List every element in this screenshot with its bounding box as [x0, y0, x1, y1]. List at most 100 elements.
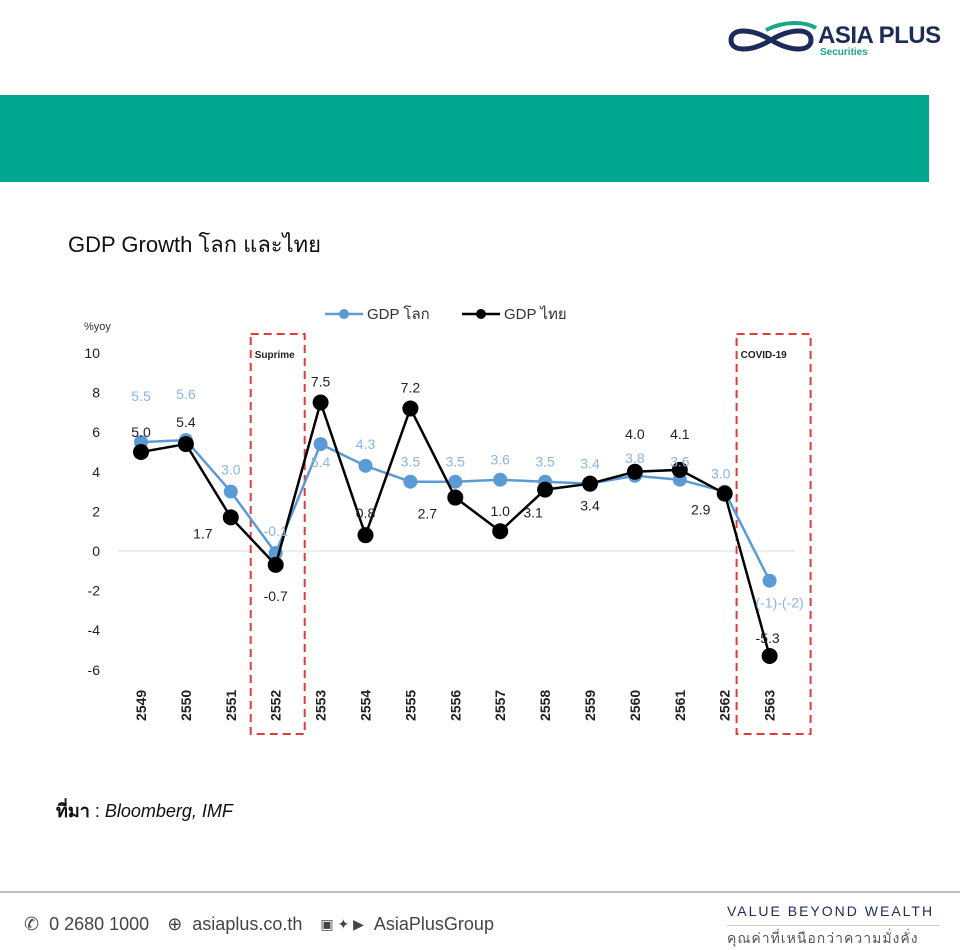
website-link[interactable]: asiaplus.co.th [192, 914, 303, 934]
data-point [133, 444, 149, 460]
data-point [716, 485, 733, 502]
legend-label: GDP ไทย [504, 305, 567, 323]
data-point [223, 484, 238, 499]
data-point [448, 474, 463, 489]
header-band [0, 95, 929, 182]
data-point [626, 463, 643, 480]
legend-marker [476, 309, 486, 319]
legend-marker [339, 309, 349, 319]
x-tick-label: 2560 [627, 690, 643, 721]
highlight-label: Suprime [255, 350, 295, 361]
data-label: 3.4 [580, 498, 600, 514]
data-point [403, 474, 418, 489]
data-label: -0.1 [264, 523, 288, 539]
tagline: VALUE BEYOND WEALTH [727, 903, 935, 919]
gdp-chart: %yoy -6 -4 -2 0 2 4 6 8 10 2549 2550 2551 2552 2553 255… [84, 305, 812, 735]
x-tick-label: 2563 [762, 690, 778, 721]
phone-icon: ✆ [24, 914, 40, 934]
data-point [493, 472, 508, 487]
x-tick-label: 2562 [717, 690, 733, 721]
data-label: (-1)-(-2) [755, 595, 803, 611]
x-tick-label: 2552 [268, 690, 284, 721]
x-tick-label: 2557 [492, 690, 508, 721]
y-tick-label: 4 [92, 464, 100, 480]
y-tick-label: -2 [88, 583, 101, 599]
data-point [761, 647, 778, 664]
data-label: 2.7 [418, 506, 438, 522]
tagline-thai: คุณค่าที่เหนือกว่าความมั่งคั่ง [727, 930, 919, 946]
y-axis-label: %yoy [84, 321, 111, 333]
data-point [313, 437, 328, 452]
source-text: Bloomberg, IMF [104, 801, 233, 821]
data-label: 2.9 [691, 502, 711, 518]
y-tick-label: 0 [92, 543, 100, 559]
data-point [762, 573, 777, 588]
footer-divider [0, 891, 960, 893]
data-label: 3.5 [446, 454, 466, 470]
data-point [492, 523, 509, 540]
data-label: 4.1 [670, 426, 690, 442]
page-title: GDP Growth โลก และไทย [68, 232, 322, 257]
data-point [447, 489, 464, 506]
y-tick-label: 10 [84, 345, 100, 361]
tagline-divider [727, 925, 940, 926]
data-point [358, 458, 373, 473]
highlight-box [249, 333, 306, 735]
x-tick-label: 2558 [537, 690, 553, 721]
data-point [222, 509, 239, 526]
x-tick-label: 2550 [178, 690, 194, 721]
data-label: 3.5 [535, 454, 555, 470]
data-label: 4.0 [625, 426, 645, 442]
x-tick-label: 2556 [447, 690, 463, 721]
source-note: ที่มา : Bloomberg, IMF [56, 801, 233, 821]
data-point [267, 556, 284, 573]
x-tick-label: 2555 [402, 690, 418, 721]
phone-number[interactable]: 0 2680 1000 [49, 914, 150, 934]
data-label: 5.4 [311, 454, 331, 470]
y-tick-label: -6 [88, 662, 101, 678]
data-label: 3.6 [670, 454, 690, 470]
y-tick-label: -4 [88, 622, 101, 638]
x-tick-label: 2561 [672, 690, 688, 721]
data-point [177, 436, 194, 453]
data-label: 3.8 [625, 450, 645, 466]
data-point [312, 394, 329, 411]
brand-name: ASIA PLUS [818, 22, 941, 49]
x-tick-label: 2559 [582, 690, 598, 721]
legend-label: GDP โลก [367, 305, 430, 323]
source-label: ที่มา [56, 801, 90, 821]
data-label: 5.0 [131, 424, 151, 440]
data-label: 7.2 [401, 379, 421, 395]
x-tick-label: 2551 [223, 690, 239, 721]
globe-icon: ⊕ [167, 914, 183, 934]
data-point [402, 400, 419, 417]
data-label: 3.6 [490, 452, 510, 468]
asia-plus-logo [728, 21, 818, 52]
y-tick-label: 8 [92, 385, 100, 401]
y-tick-label: 6 [92, 424, 100, 440]
data-label: 7.5 [311, 374, 331, 390]
data-label: 3.5 [401, 454, 421, 470]
highlight-label: COVID-19 [741, 350, 788, 361]
data-label: -5.3 [756, 630, 780, 646]
data-label: 3.0 [711, 466, 731, 482]
data-label: 3.1 [523, 505, 543, 521]
data-point [582, 475, 598, 492]
x-tick-label: 2554 [358, 690, 374, 721]
data-label: 1.7 [193, 525, 213, 541]
brand-sub: Securities [820, 47, 868, 58]
data-label: 4.3 [356, 436, 376, 452]
data-label: 5.5 [131, 388, 151, 404]
data-point [357, 527, 374, 544]
data-label: 1.0 [490, 503, 510, 519]
social-handle[interactable]: AsiaPlusGroup [373, 914, 494, 934]
data-label: 5.6 [176, 386, 196, 402]
social-icons: ▣ ✦ ▶ [320, 916, 364, 932]
data-label: -0.7 [264, 588, 288, 604]
data-label: 3.0 [221, 462, 241, 478]
x-tick-label: 2553 [313, 690, 329, 721]
data-point [671, 461, 688, 478]
data-label: 5.4 [176, 414, 196, 430]
data-label: 0.8 [356, 505, 376, 521]
highlight-box [735, 333, 812, 735]
